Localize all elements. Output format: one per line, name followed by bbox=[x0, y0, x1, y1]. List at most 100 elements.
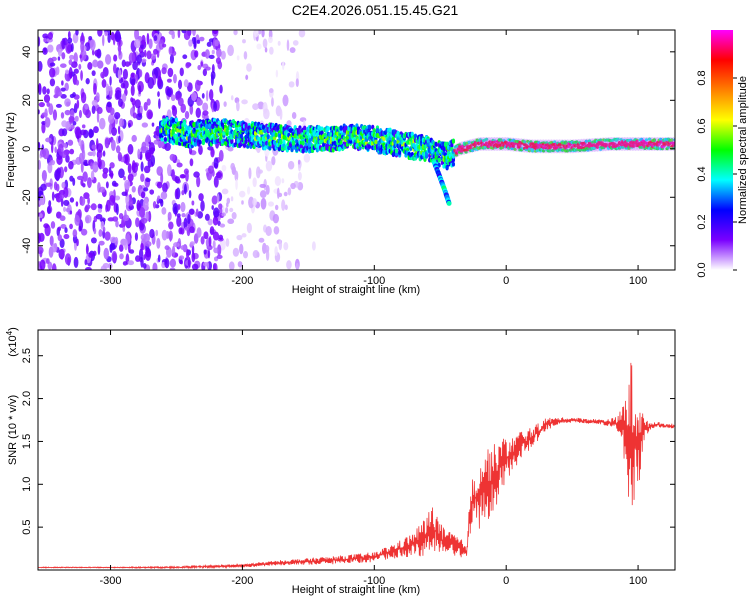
noise-cell bbox=[118, 46, 122, 56]
noise-cell bbox=[131, 78, 136, 86]
noise-cell bbox=[219, 223, 226, 228]
y-tick-label: 20 bbox=[21, 94, 33, 106]
noise-cell bbox=[38, 101, 45, 108]
noise-cell bbox=[213, 157, 219, 169]
noise-cell bbox=[115, 89, 122, 100]
ridge-cell bbox=[201, 140, 205, 146]
noise-cell bbox=[189, 158, 194, 167]
noise-cell bbox=[80, 70, 83, 81]
noise-cell bbox=[245, 74, 249, 80]
noise-cell bbox=[209, 226, 215, 236]
ridge-cell bbox=[382, 136, 386, 142]
noise-cell bbox=[117, 125, 121, 135]
noise-cell bbox=[118, 135, 121, 144]
noise-cell bbox=[178, 255, 185, 260]
noise-cell bbox=[119, 253, 124, 260]
noise-cell bbox=[157, 140, 164, 148]
noise-cell bbox=[220, 50, 226, 60]
noise-cell bbox=[90, 170, 95, 181]
noise-cell bbox=[292, 40, 299, 46]
noise-cell bbox=[102, 167, 109, 174]
ridge-cell bbox=[553, 140, 557, 144]
noise-cell bbox=[203, 231, 209, 240]
noise-cell bbox=[171, 169, 176, 180]
noise-cell bbox=[180, 201, 186, 213]
noise-cell bbox=[65, 41, 72, 54]
noise-cell bbox=[141, 217, 148, 224]
noise-cell bbox=[265, 226, 272, 237]
noise-cell bbox=[104, 31, 109, 37]
noise-cell bbox=[129, 249, 135, 254]
noise-cell bbox=[82, 183, 86, 188]
noise-cell bbox=[60, 93, 67, 99]
noise-cell bbox=[76, 175, 84, 181]
ridge-cell bbox=[616, 137, 620, 141]
ridge-cell bbox=[219, 128, 223, 134]
noise-cell bbox=[144, 49, 147, 58]
ridge-cell bbox=[655, 146, 660, 150]
noise-cell bbox=[69, 93, 75, 99]
noise-cell bbox=[173, 73, 177, 84]
x-tick-label: -100 bbox=[363, 275, 385, 287]
noise-cell bbox=[59, 193, 65, 200]
noise-cell bbox=[51, 243, 58, 253]
ridge-cell bbox=[413, 133, 418, 139]
noise-cell bbox=[150, 53, 157, 60]
noise-cell bbox=[73, 52, 78, 64]
noise-cell bbox=[63, 186, 69, 199]
noise-cell bbox=[79, 196, 86, 206]
noise-cell bbox=[267, 201, 275, 207]
noise-cell bbox=[231, 212, 237, 220]
noise-cell bbox=[146, 50, 152, 60]
noise-cell bbox=[135, 73, 138, 84]
noise-cell bbox=[289, 47, 296, 53]
noise-cell bbox=[174, 188, 179, 200]
noise-cell bbox=[216, 254, 223, 260]
noise-cell bbox=[183, 79, 189, 88]
noise-cell bbox=[291, 112, 297, 119]
ridge-cell bbox=[367, 124, 372, 130]
noise-cell bbox=[161, 67, 167, 75]
noise-cell bbox=[78, 137, 82, 147]
noise-cell bbox=[91, 144, 97, 150]
noise-cell bbox=[117, 69, 122, 80]
ridge-cell bbox=[567, 144, 571, 148]
noise-cell bbox=[260, 197, 267, 210]
noise-cell bbox=[194, 50, 199, 58]
noise-cell bbox=[179, 259, 183, 265]
spectrogram-y-ticks: -40 -20 0 20 40 bbox=[21, 46, 675, 254]
ridge-cell bbox=[306, 131, 310, 136]
noise-cell bbox=[113, 182, 119, 187]
x-tick-label: -300 bbox=[100, 575, 122, 587]
noise-cell bbox=[189, 226, 195, 234]
noise-cell bbox=[265, 184, 270, 195]
ridge-cell bbox=[230, 138, 234, 144]
noise-cell bbox=[138, 69, 143, 78]
noise-cell bbox=[274, 204, 279, 211]
figure-title: C2E4.2026.051.15.45.G21 bbox=[292, 2, 459, 18]
ridge-cell bbox=[523, 140, 527, 144]
noise-cell bbox=[107, 33, 111, 44]
noise-cell bbox=[63, 234, 70, 240]
noise-cell bbox=[179, 174, 186, 179]
noise-cell bbox=[85, 204, 91, 210]
noise-cell bbox=[160, 191, 168, 200]
noise-cell bbox=[85, 243, 89, 255]
noise-cell bbox=[234, 170, 239, 182]
noise-cell bbox=[124, 239, 129, 251]
noise-cell bbox=[188, 146, 193, 155]
ridge-cell bbox=[657, 142, 661, 146]
noise-cell bbox=[229, 207, 234, 213]
noise-cell bbox=[80, 228, 88, 236]
noise-cell bbox=[217, 244, 222, 256]
noise-cell bbox=[218, 203, 223, 210]
noise-cell bbox=[178, 227, 183, 235]
ridge-cell bbox=[564, 141, 568, 145]
noise-cell bbox=[63, 199, 70, 206]
noise-cell bbox=[239, 266, 243, 270]
noise-cell bbox=[102, 226, 106, 233]
noise-cell bbox=[213, 175, 219, 188]
noise-cell bbox=[114, 195, 121, 201]
noise-cell bbox=[59, 63, 67, 68]
noise-cell bbox=[69, 223, 73, 230]
